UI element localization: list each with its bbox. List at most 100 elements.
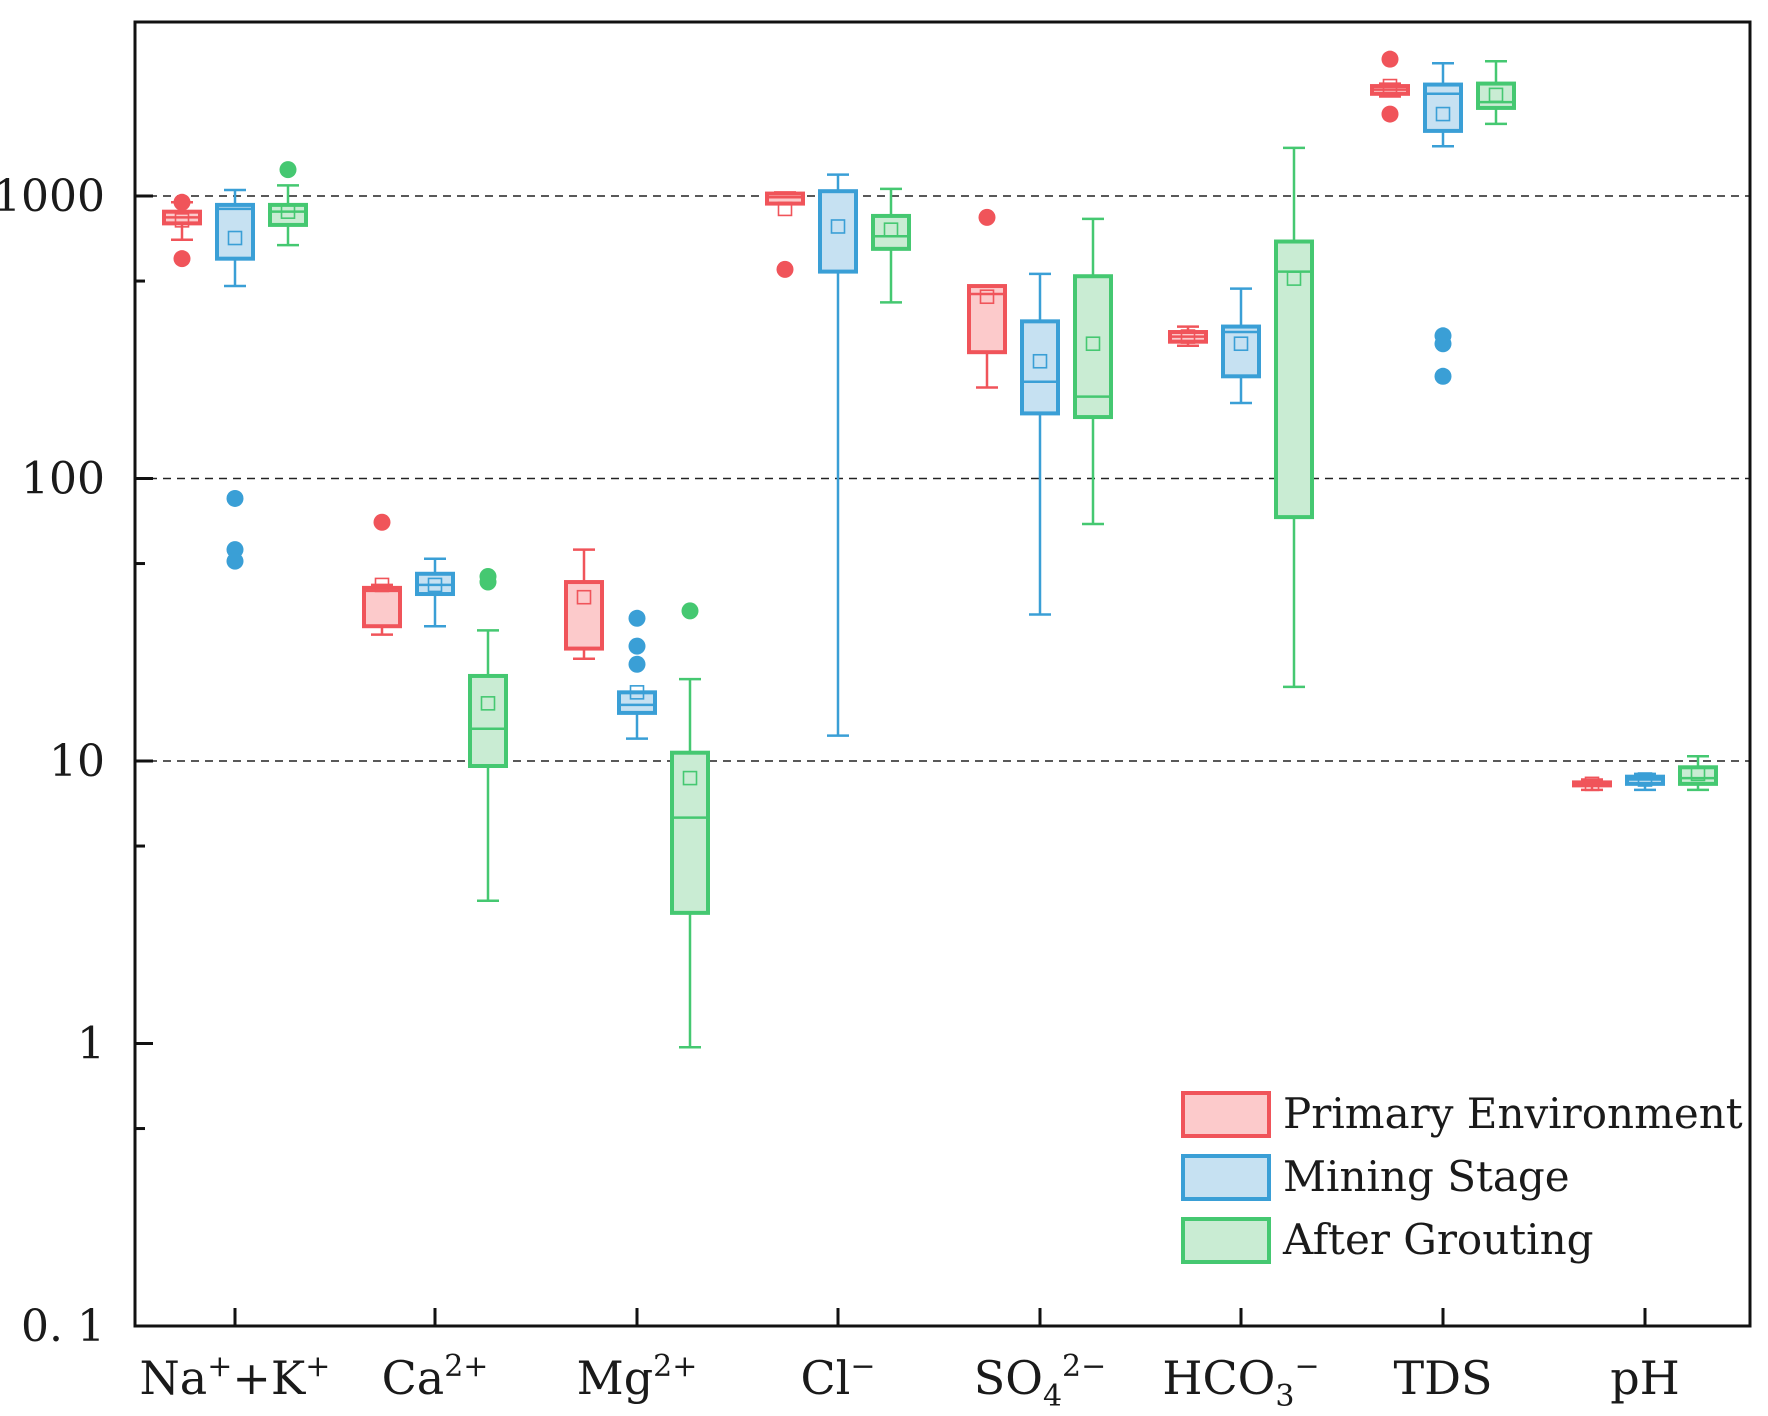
mean-marker [427, 577, 443, 593]
outlier-point [978, 208, 996, 226]
legend-label: Primary Environment [1283, 1089, 1743, 1138]
mean-marker [830, 219, 846, 234]
outlier-point [628, 637, 646, 655]
ytick-label: 1000 [0, 171, 105, 222]
mean-marker [682, 770, 698, 786]
ytick-label: 10 [49, 736, 105, 787]
box-primary-environment [362, 513, 402, 636]
box-iqr [1221, 324, 1261, 379]
xtick-label: HCO3− [1162, 1349, 1319, 1414]
box-mining-stage [1625, 772, 1665, 792]
mean-marker [1233, 336, 1249, 352]
outlier-point [373, 513, 391, 531]
mean-marker [174, 213, 190, 228]
box-iqr [362, 585, 402, 629]
box-iqr [1678, 765, 1718, 786]
outlier-point [776, 260, 794, 278]
mean-marker [374, 577, 390, 593]
box-mining-stage [818, 173, 858, 737]
box-plots [162, 50, 1718, 1049]
box-mining-stage [215, 188, 255, 570]
box-after-grouting [1678, 754, 1718, 792]
outlier-point [628, 609, 646, 627]
legend-swatch [1181, 1154, 1271, 1201]
mean-marker [1690, 766, 1706, 782]
box-iqr [1476, 81, 1516, 110]
mean-marker [1085, 336, 1101, 352]
mean-marker [777, 201, 793, 217]
xtick-label: Na++K+ [140, 1349, 331, 1405]
box-after-grouting [1073, 217, 1113, 526]
box-primary-environment [1168, 325, 1208, 348]
mean-marker [480, 696, 496, 711]
legend-swatch [1181, 1091, 1271, 1138]
outlier-point [1434, 335, 1452, 353]
xtick-label: TDS [1393, 1351, 1492, 1405]
box-iqr [967, 284, 1007, 355]
box-primary-environment [765, 191, 805, 278]
box-primary-environment [1572, 776, 1612, 792]
outlier-point [681, 602, 699, 620]
ytick-label: 1 [77, 1019, 105, 1070]
box-after-grouting [670, 602, 710, 1049]
outlier-point [479, 573, 497, 591]
ytick-label: 100 [21, 454, 105, 505]
xtick-label: Cl− [800, 1349, 875, 1405]
legend-label: After Grouting [1282, 1215, 1594, 1264]
outlier-point [1381, 50, 1399, 68]
legend-label: Mining Stage [1283, 1152, 1570, 1201]
box-iqr [765, 191, 805, 206]
box-after-grouting [268, 161, 308, 247]
grid-lines [135, 195, 1750, 762]
plot-frame [133, 20, 1752, 1328]
box-after-grouting [871, 187, 911, 304]
outlier-point [628, 655, 646, 673]
box-after-grouting [468, 567, 508, 903]
box-mining-stage [1423, 62, 1463, 385]
mean-marker [1488, 87, 1504, 103]
outlier-point [173, 250, 191, 268]
box-iqr [1020, 319, 1060, 416]
outlier-point [279, 161, 297, 179]
mean-marker [1382, 78, 1398, 94]
mean-marker [1584, 776, 1600, 792]
box-after-grouting [1476, 59, 1516, 126]
box-primary-environment [564, 548, 604, 661]
box-primary-environment [1370, 50, 1410, 123]
box-iqr [818, 189, 858, 274]
outlier-point [1381, 105, 1399, 123]
mean-marker [1032, 353, 1048, 369]
box-iqr [617, 690, 657, 715]
box-mining-stage [415, 557, 455, 628]
xtick-label: pH [1610, 1351, 1680, 1405]
box-mining-stage [1020, 272, 1060, 616]
mean-marker [280, 204, 296, 219]
box-iqr [468, 673, 508, 769]
box-iqr [1073, 274, 1113, 420]
box-after-grouting [1274, 146, 1314, 689]
xtick-label: Ca2+ [382, 1349, 489, 1405]
mean-marker [1180, 329, 1196, 344]
outlier-point [1434, 367, 1452, 385]
outlier-point [226, 489, 244, 507]
box-primary-environment [162, 193, 202, 268]
box-iqr [268, 202, 308, 227]
box-iqr [564, 580, 604, 651]
mean-marker [1637, 772, 1653, 787]
xtick-label: SO42− [974, 1349, 1107, 1414]
mean-marker [883, 222, 899, 237]
mean-marker [1435, 106, 1451, 122]
mean-marker [979, 289, 995, 305]
box-mining-stage [1221, 287, 1261, 405]
box-iqr [1274, 239, 1314, 520]
legend: Primary Environment Mining Stage After Gro… [1181, 1089, 1743, 1264]
axes: 1000 100 10 1 0. 1 Na++K+ Ca2+ Mg2+ Cl− SO42− HCO3… [0, 171, 1680, 1414]
xtick-label: Mg2+ [577, 1349, 698, 1405]
box-primary-environment [967, 208, 1007, 389]
box-iqr [871, 213, 911, 251]
mean-marker [576, 589, 592, 605]
mean-marker [1286, 271, 1302, 286]
box-iqr [670, 750, 710, 915]
outlier-point [226, 552, 244, 570]
